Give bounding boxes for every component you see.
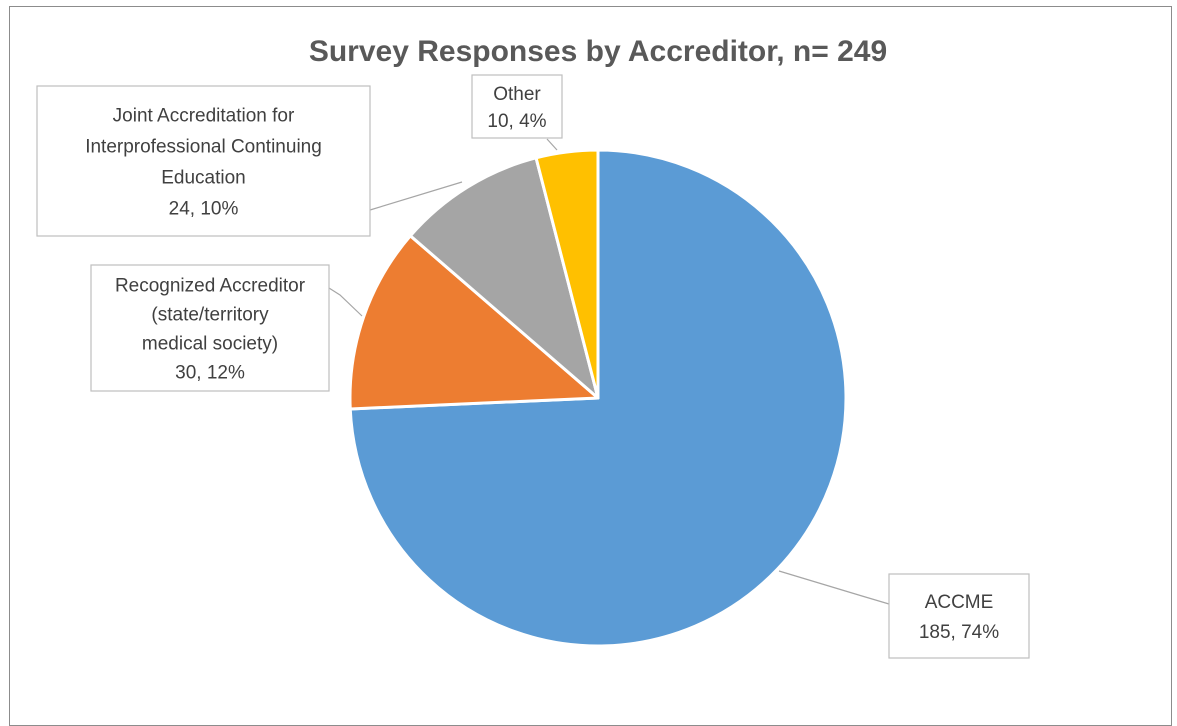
chart-title: Survey Responses by Accreditor, n= 249 [309,35,887,68]
leader-line-recognized-accreditor [328,287,363,317]
data-label-joint-accreditation: Joint Accreditation for Interprofessional… [36,85,371,237]
data-label-line-recognized-accreditor: 30, 12% [175,363,245,384]
data-label-line-other: 10, 4% [487,111,546,132]
data-label-line-recognized-accreditor: medical society) [142,334,278,355]
data-label-line-accme: 185, 74% [919,622,999,643]
leader-lines [328,138,890,605]
data-label-accme: ACCME 185, 74% [888,573,1030,659]
leader-line-accme [778,570,890,605]
data-label-box-other [471,74,563,139]
data-label-line-joint-accreditation: Joint Accreditation for [113,106,295,127]
data-label-box-joint-accreditation [36,85,371,237]
pie-slice-other [534,148,600,400]
data-label-line-other: Other [493,84,541,105]
data-label-line-joint-accreditation: 24, 10% [169,199,239,220]
pie-slice-recognized-accreditor [348,234,600,411]
leader-line-joint-accreditation [369,181,463,211]
data-label-other: Other 10, 4% [471,74,563,139]
leader-line-other [546,138,558,151]
data-label-line-recognized-accreditor: (state/territory [151,305,269,326]
data-label-line-recognized-accreditor: Recognized Accreditor [115,276,306,297]
data-label-recognized-accreditor: Recognized Accreditor (state/territory med… [90,264,330,392]
data-label-box-recognized-accreditor [90,264,330,392]
data-label-line-joint-accreditation: Education [161,168,246,189]
data-label-box-accme [888,573,1030,659]
data-labels: ACCME 185, 74% Recognized Accreditor (state… [36,74,1030,659]
pie-slices [348,148,848,648]
data-label-line-joint-accreditation: Interprofessional Continuing [85,137,322,158]
data-label-line-accme: ACCME [925,592,994,613]
